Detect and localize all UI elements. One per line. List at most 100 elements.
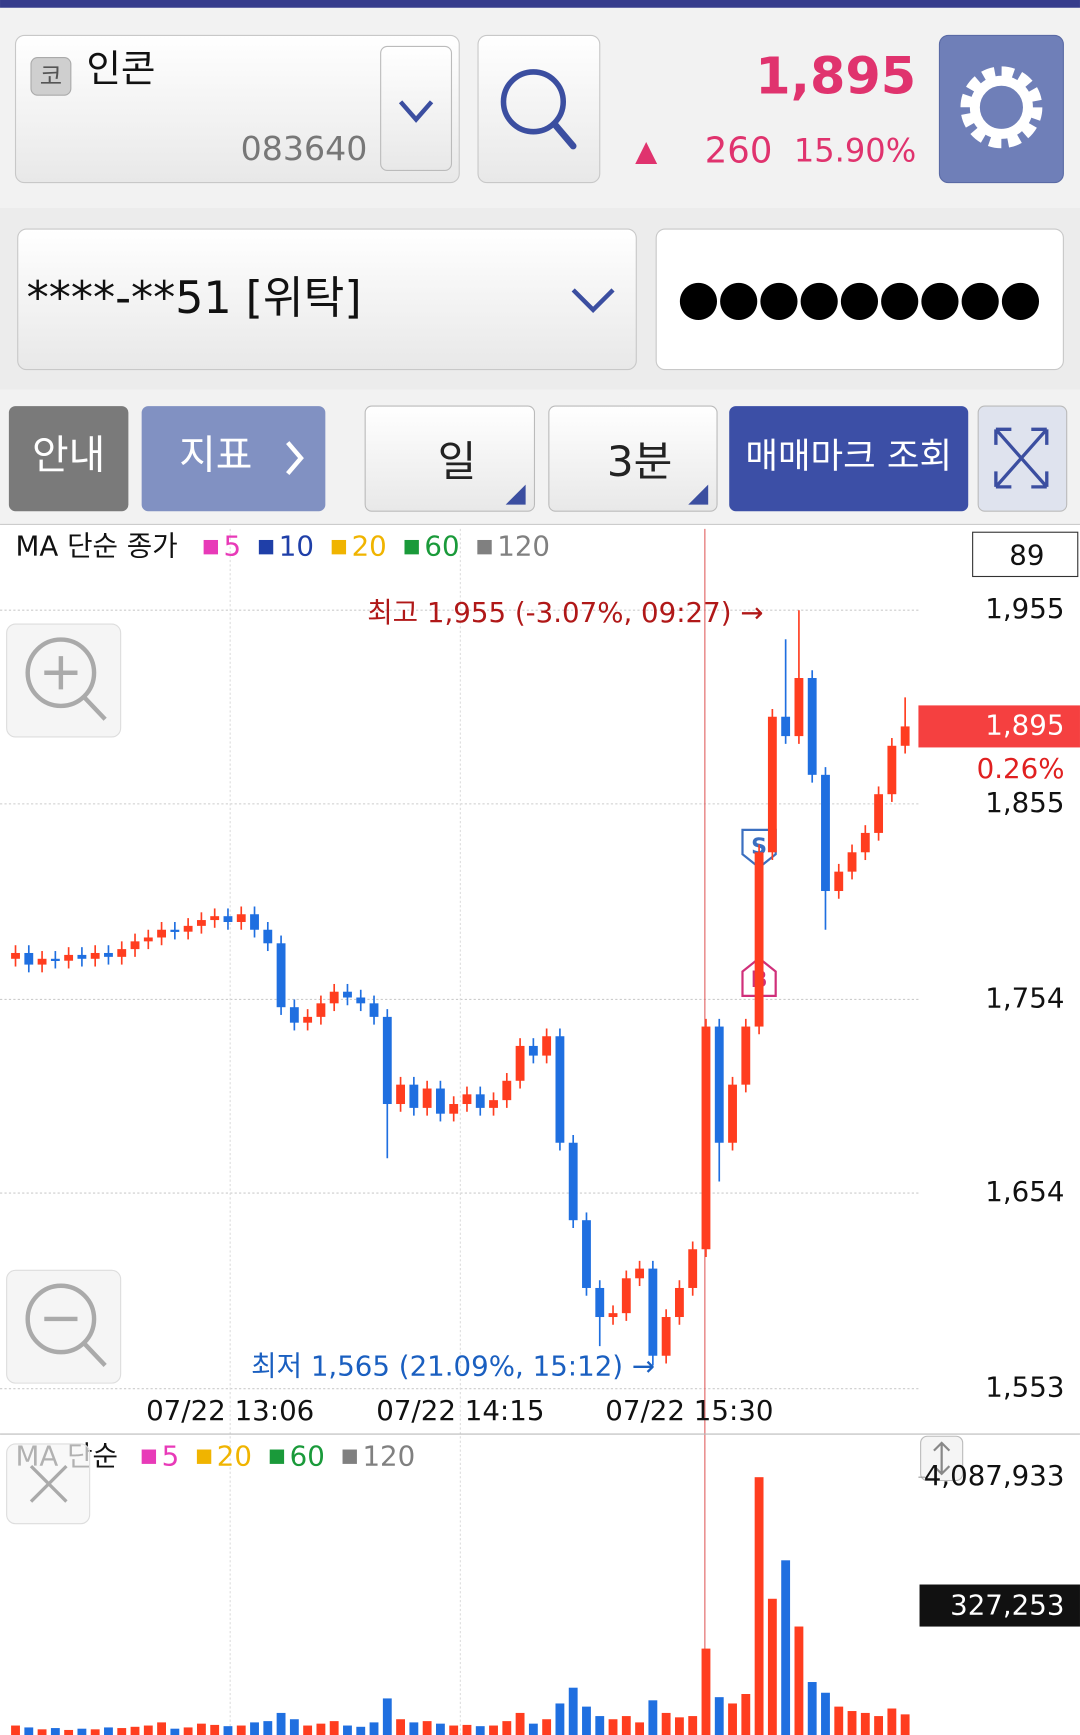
volume-bar (582, 1706, 591, 1735)
legend-swatch (196, 1449, 212, 1464)
candle-body (50, 958, 60, 961)
settings-button[interactable] (938, 34, 1064, 184)
account-chevron (571, 288, 615, 313)
candle-body (449, 1104, 459, 1114)
zoom-out-icon (25, 1283, 97, 1355)
volume-bar (860, 1712, 870, 1735)
volume-bar (688, 1716, 698, 1735)
candle-body (874, 794, 884, 833)
change-arrow: ▲ (635, 134, 658, 168)
search-icon (500, 69, 567, 135)
candle-body (143, 937, 153, 942)
candle-body (223, 916, 233, 922)
volume-bar (11, 1725, 20, 1735)
candle-body (621, 1278, 631, 1314)
y-tick-label: 1,654 (985, 1175, 1064, 1208)
stock-selector[interactable] (14, 34, 460, 184)
volume-bar (900, 1714, 910, 1735)
candle-body (887, 745, 897, 795)
high-annotation: 최고 1,955 (-3.07%, 09:27) → (367, 596, 763, 629)
candle-body (741, 1026, 751, 1085)
account-selector[interactable] (17, 228, 637, 371)
interval-button[interactable] (548, 405, 718, 512)
period-button[interactable] (364, 405, 536, 512)
expand-icon (994, 427, 1049, 489)
candle-body (422, 1088, 432, 1108)
candle-body (555, 1036, 565, 1143)
candle-body (435, 1088, 445, 1114)
candle-body (648, 1268, 658, 1356)
legend-swatch (203, 539, 219, 555)
stock-dropdown[interactable] (380, 45, 453, 171)
close-icon (29, 1464, 68, 1503)
candle-body (183, 925, 193, 932)
volume-bar (621, 1716, 631, 1735)
volume-bar (781, 1560, 791, 1735)
candle-body (568, 1142, 578, 1221)
volume-bar (64, 1729, 74, 1735)
candle-body (289, 1007, 299, 1023)
candle-body (754, 852, 764, 1027)
search-icon-handle (551, 120, 577, 150)
candle-body (382, 1016, 392, 1105)
stock-name: 인콘 (86, 46, 155, 90)
volume-bar (117, 1728, 127, 1735)
volume-bar (236, 1725, 246, 1735)
stock-code: 083640 (241, 129, 368, 168)
info-button[interactable] (8, 406, 129, 512)
volume-bar (847, 1711, 857, 1735)
candle-body (64, 954, 74, 961)
volume-bar (502, 1721, 512, 1735)
candle-body (130, 941, 140, 950)
current-price-label: 1,895 (985, 708, 1064, 741)
volume-bar (369, 1722, 379, 1735)
volume-bar (728, 1703, 737, 1735)
dropdown-chevron (398, 100, 434, 123)
legend-label: 20 (352, 530, 387, 563)
zoom-in-icon (25, 637, 97, 709)
legend-label: 60 (290, 1439, 325, 1472)
search-button[interactable] (477, 34, 601, 184)
current-price-tag (918, 705, 1080, 748)
y-tick-label: 1,855 (985, 786, 1064, 819)
candle-body (475, 1094, 485, 1108)
market-badge: 코 (40, 61, 62, 90)
candle-body (582, 1220, 591, 1288)
candle-body (462, 1094, 472, 1105)
volume-bar (555, 1703, 565, 1735)
x-label: 07/22 14:15 (376, 1394, 544, 1427)
legend-label: 120 (362, 1439, 415, 1472)
volume-bar (608, 1719, 618, 1735)
legend-label: 5 (162, 1439, 180, 1472)
legend-swatch (477, 539, 492, 555)
candle-body (608, 1313, 618, 1318)
legend-swatch (258, 539, 274, 555)
trade-mark-button[interactable] (729, 406, 969, 512)
volume-bar (223, 1726, 233, 1735)
volume-bar (250, 1722, 259, 1735)
candle-body (77, 954, 87, 959)
password-field[interactable] (655, 228, 1064, 371)
volume-bar (741, 1694, 751, 1735)
counter: 89 (1009, 539, 1044, 572)
volume-bar (196, 1723, 206, 1735)
gear-ring (969, 75, 1033, 139)
y-tick-label: 4,087,933 (924, 1459, 1065, 1492)
volume-bar (462, 1724, 472, 1735)
volume-bar (210, 1724, 220, 1735)
indicator-chevron (286, 441, 304, 476)
volume-bar (821, 1692, 830, 1735)
candle-body (847, 852, 857, 872)
indicator-button[interactable] (141, 406, 326, 512)
candle-body (117, 949, 127, 957)
volume-bar (807, 1682, 817, 1735)
candle-body (210, 916, 220, 921)
volume-bar (316, 1723, 326, 1735)
y-tick-label: 1,955 (985, 592, 1064, 625)
candle-body (343, 991, 352, 998)
volume-bar (435, 1723, 445, 1735)
volume-bar (661, 1712, 671, 1735)
